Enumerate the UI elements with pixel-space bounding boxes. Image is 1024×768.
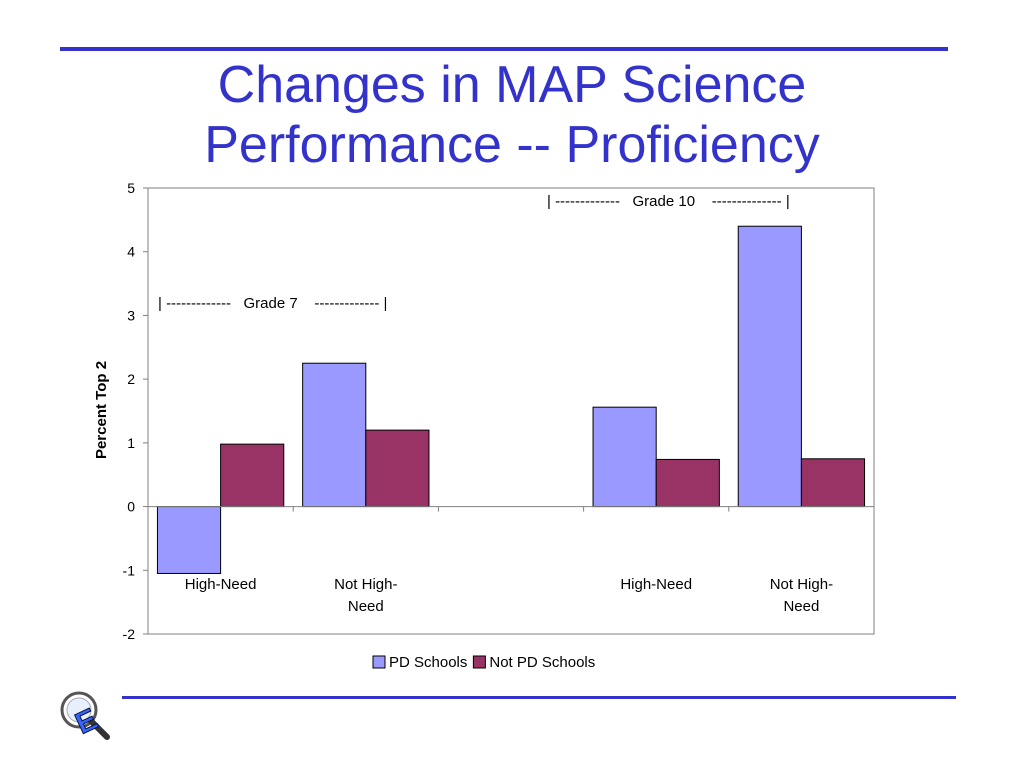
category-labels: High-Need Not High- Need High-Need Not High-… bbox=[185, 576, 833, 615]
bars bbox=[156, 225, 866, 574]
y-tick-label: 0 bbox=[127, 499, 135, 515]
y-tick-label: 3 bbox=[127, 307, 135, 323]
slide-title-line-1: Changes in MAP Science bbox=[217, 56, 807, 114]
category-label: High-Need bbox=[185, 576, 257, 593]
svg-text:E: E bbox=[71, 703, 103, 741]
y-tick-label: 1 bbox=[127, 435, 135, 451]
category-label: Need bbox=[783, 598, 819, 615]
bar-not-pd-schools-4 bbox=[800, 458, 866, 508]
group-annotation-grade-7: | ------------- Grade 7 ------------- | bbox=[158, 295, 387, 312]
plot-border bbox=[147, 187, 875, 635]
y-tick-label: 2 bbox=[127, 371, 135, 387]
category-label: Not High- bbox=[334, 576, 397, 593]
category-label: High-Need bbox=[620, 576, 692, 593]
category-label: Need bbox=[348, 598, 384, 615]
slide-title-line-2: Performance -- Proficiency bbox=[204, 116, 820, 174]
bar-not-pd-schools-1 bbox=[365, 429, 430, 508]
y-tick-label: -1 bbox=[123, 562, 136, 578]
y-tick-label: 4 bbox=[127, 244, 135, 260]
slide-title: Changes in MAP Science Performance -- Pr… bbox=[0, 55, 1024, 175]
bar-pd-schools-4 bbox=[737, 225, 802, 508]
legend-swatch bbox=[372, 655, 386, 669]
legend-label: PD Schools bbox=[389, 654, 467, 671]
group-annotation-grade-10: | ------------- Grade 10 -------------- … bbox=[547, 193, 790, 210]
y-axis: -2 -1 0 1 2 3 4 5 bbox=[123, 180, 875, 642]
bar-not-pd-schools-0 bbox=[220, 443, 285, 508]
bar-pd-schools-1 bbox=[302, 362, 367, 508]
magnifier-e-logo-icon: E bbox=[60, 691, 110, 741]
legend: PD Schools Not PD Schools bbox=[372, 654, 595, 671]
bar-pd-schools-0 bbox=[156, 506, 222, 574]
y-tick-label: 5 bbox=[127, 180, 135, 196]
category-label: Not High- bbox=[770, 576, 833, 593]
legend-swatch bbox=[472, 655, 486, 669]
legend-label: Not PD Schools bbox=[489, 654, 595, 671]
annotations: | ------------- Grade 7 ------------- | |… bbox=[158, 193, 790, 312]
bar-pd-schools-3 bbox=[592, 406, 657, 508]
y-tick-label: -2 bbox=[123, 626, 136, 642]
plot-area bbox=[147, 187, 875, 635]
top-rule bbox=[60, 47, 948, 51]
y-axis-label: Percent Top 2 bbox=[93, 361, 110, 459]
bottom-rule bbox=[122, 696, 956, 699]
bar-not-pd-schools-3 bbox=[655, 458, 720, 508]
